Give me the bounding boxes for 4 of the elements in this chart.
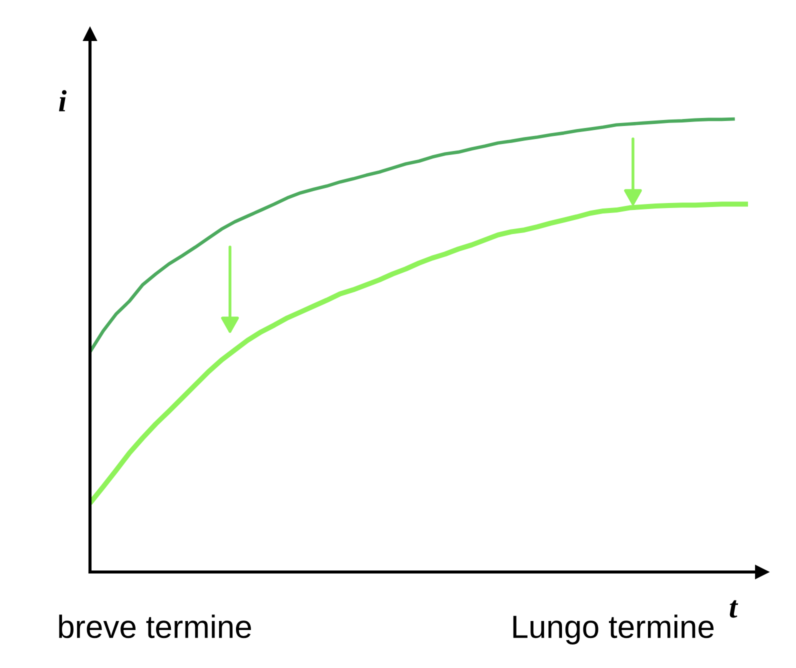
text: breve termine [59, 614, 251, 638]
text: Lungo termine [513, 614, 714, 644]
y-axis-title: i [58, 90, 67, 112]
x-axis-title: t [730, 600, 738, 618]
